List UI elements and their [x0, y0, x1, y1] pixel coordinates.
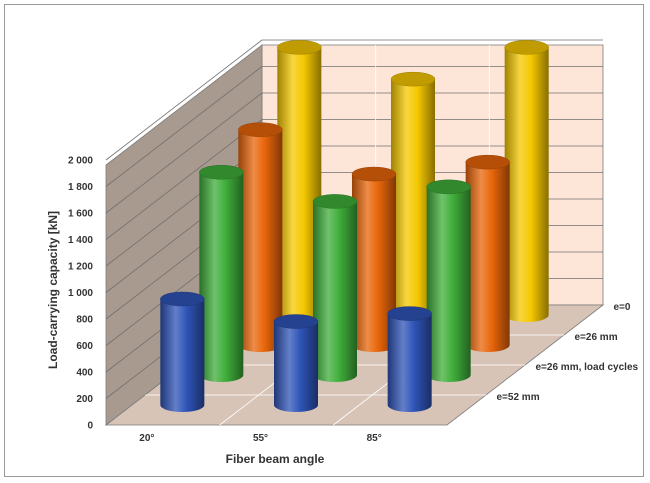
- series-label: e=0: [614, 302, 631, 313]
- bar-body: [313, 201, 357, 382]
- bar-top: [273, 314, 319, 329]
- bar-top: [426, 179, 471, 195]
- bar-body: [391, 79, 435, 323]
- y-tick-label: 600: [76, 341, 93, 352]
- x-axis-title: Fiber beam angle: [226, 452, 325, 466]
- y-tick-label: 1 800: [68, 182, 93, 193]
- bar-body: [277, 47, 322, 323]
- bar: [312, 194, 358, 382]
- y-axis-title: Load-carrying capacity [kN]: [46, 211, 60, 369]
- bar-body: [238, 129, 283, 352]
- bar-top: [199, 165, 244, 180]
- gridline-side: [105, 92, 263, 214]
- x-tick-label: 20°: [139, 433, 154, 444]
- bar: [465, 154, 510, 353]
- y-tick-label: 400: [76, 368, 93, 379]
- bar: [426, 179, 471, 382]
- bar-top: [387, 306, 432, 321]
- bar: [390, 71, 436, 323]
- bar-top: [390, 71, 436, 87]
- bar-top: [277, 40, 322, 55]
- y-tick-label: 1 200: [68, 262, 93, 273]
- gridline-side: [105, 39, 263, 161]
- gridline-side: [105, 66, 263, 187]
- bar: [238, 122, 283, 352]
- y-tick-label: 1 400: [68, 235, 93, 246]
- bar: [387, 306, 432, 413]
- y-tick-label: 1 600: [68, 209, 93, 220]
- bar: [277, 40, 322, 323]
- chart-frame: [4, 4, 644, 477]
- y-tick-label: 1 000: [68, 288, 93, 299]
- gridline-side: [105, 119, 263, 240]
- bar-top: [312, 194, 358, 209]
- series-label: e=26 mm: [575, 332, 618, 343]
- bar-body: [504, 47, 549, 322]
- y-tick-label: 0: [87, 421, 93, 432]
- bar: [504, 40, 549, 322]
- y-tick-labels: 0 200 400 600 800 1 000 1 200 1 400 1 600 1 800 2 …: [68, 156, 93, 432]
- series-label: e=52 mm: [497, 392, 540, 403]
- bar-body: [465, 162, 510, 353]
- bar-body: [199, 172, 244, 382]
- bar-top: [504, 40, 549, 55]
- bar-top: [238, 122, 283, 137]
- series-depth-labels: e=52 mm e=26 mm, load cycles e=26 mm e=0: [497, 302, 639, 403]
- y-tick-label: 2 000: [68, 156, 93, 167]
- bar: [160, 291, 205, 413]
- bar-top: [160, 291, 205, 307]
- y-tick-label: 200: [76, 394, 93, 405]
- bar-body: [387, 313, 432, 413]
- x-tick-label: 55°: [253, 433, 268, 444]
- bar-body: [274, 321, 318, 412]
- bar: [351, 166, 397, 352]
- bar-top: [465, 154, 510, 170]
- x-tick-labels: 20° 55° 85°: [139, 433, 381, 444]
- bar-body: [160, 299, 205, 413]
- bar: [273, 314, 319, 412]
- series-label: e=26 mm, load cycles: [536, 362, 639, 373]
- bar-body: [352, 174, 396, 352]
- bar-top: [351, 166, 397, 182]
- x-tick-label: 85°: [367, 433, 382, 444]
- bar: [199, 165, 244, 382]
- y-tick-label: 800: [76, 315, 93, 326]
- bars: [160, 40, 549, 413]
- bar-body: [426, 186, 471, 382]
- gridline-side: [105, 145, 263, 267]
